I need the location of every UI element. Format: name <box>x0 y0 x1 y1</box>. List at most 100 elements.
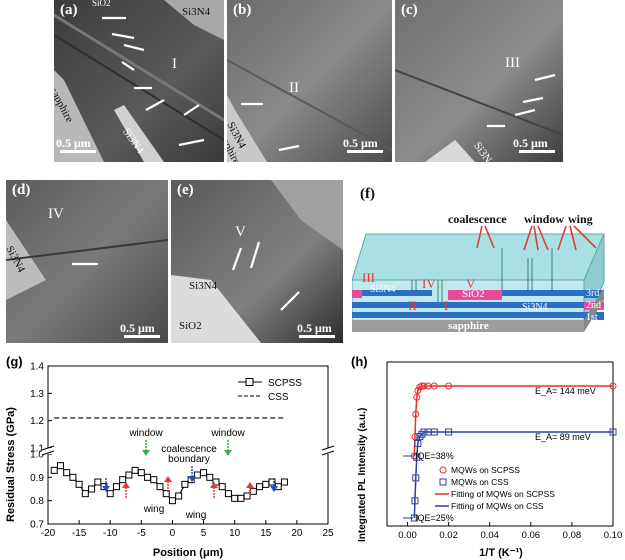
xtick-label-h: 0.04 <box>480 530 499 541</box>
callout-window: window <box>524 212 565 226</box>
legend-scpss-g: SCPSS <box>268 378 302 389</box>
xtick-label-g: 5 <box>201 528 207 539</box>
tem-panel-a: (a) SiO2 Si3N4 sapphire Si3N4 I 0.5 μm <box>54 0 224 162</box>
point-scpss <box>112 483 120 491</box>
chart-panel-g: 0.7 0.8 0.9 1.0 1.1 1.2 1.3 1.4 -20 -15 -10 -5 0 5 10… <box>0 352 340 560</box>
label-sio2-a: SiO2 <box>92 0 111 8</box>
annot-wing-mid: wing <box>185 510 207 521</box>
point-scpss <box>88 485 96 493</box>
callout-wing: wing <box>568 212 593 226</box>
legend-h: MQWs on SCPSS MQWs on CSS Fitting of MQW… <box>435 465 555 511</box>
xtick-label-h: 0.06 <box>522 530 541 541</box>
ytick-label-g: 0.9 <box>30 473 44 484</box>
point-scpss <box>224 490 232 498</box>
iqe-arrows <box>403 455 413 519</box>
xtick-label-h: 0.02 <box>439 530 458 541</box>
legend-fit-scpss-h: Fitting of MQWs on SCPSS <box>451 489 555 499</box>
chart-panel-h: 0.00 0.02 0.04 0.06 0.08 0.10 (h) Integrated … <box>345 352 623 560</box>
annot-window-right: window <box>210 428 245 439</box>
plot-frame-g <box>47 365 329 525</box>
level-2nd-f: 2nd <box>586 300 601 311</box>
point-scpss <box>131 466 139 474</box>
point-scpss <box>150 476 158 484</box>
scale-text-e: 0.5 μm <box>297 321 332 335</box>
xtick-label-g: -5 <box>137 528 146 539</box>
tem-panel-e: (e) V Si3N4 SiO2 0.5 μm <box>171 180 343 343</box>
xtick-label-g: -20 <box>41 528 56 539</box>
region-iii-f: III <box>362 270 375 285</box>
legend-css-g: CSS <box>268 392 289 403</box>
point-scpss <box>237 494 245 502</box>
plot-frame-h <box>386 361 614 527</box>
ytick-label-g: 1.1 <box>30 444 44 455</box>
tem-panel-d: (d) IV Si3N4 0.5 μm <box>6 180 168 343</box>
point-scpss-h <box>420 382 428 390</box>
tem-image-b <box>227 0 392 162</box>
scale-bar-e <box>299 335 335 338</box>
layer-si3n4-bottom-f: Si3N4 <box>522 302 548 313</box>
ytick-label-g: 1.0 <box>30 450 44 461</box>
annot-ea-144: E_A= 144 meV <box>535 386 596 396</box>
panel-label-b: (b) <box>233 2 252 18</box>
scale-bar-a <box>60 150 96 153</box>
region-label-b: II <box>289 80 299 96</box>
legend-scpss-h: MQWs on SCPSS <box>451 465 520 475</box>
tem-image-e <box>171 180 343 343</box>
point-css-h <box>430 428 438 436</box>
tem-image-a <box>54 0 224 162</box>
annot-iqe-25: IQE=25% <box>415 513 454 523</box>
level-1st-f: 1st <box>586 312 598 323</box>
region-label-a: I <box>172 56 177 72</box>
legend-fit-css-h: Fitting of MQWs on CSS <box>451 501 544 511</box>
point-scpss <box>50 466 58 474</box>
xtick-label-h: 0.00 <box>398 530 417 541</box>
point-scpss <box>137 469 145 477</box>
point-scpss-h <box>430 382 438 390</box>
axis-break-g <box>41 445 335 456</box>
schematic-panel-f: (f) coalescence window wing III IV V I I… <box>352 178 622 346</box>
scale-text-b: 0.5 μm <box>343 136 378 150</box>
scale-bar-d <box>124 335 160 338</box>
panel-label-c: (c) <box>401 2 418 18</box>
point-scpss <box>175 492 183 500</box>
scale-text-a: 0.5 μm <box>56 136 91 150</box>
label-sio2-e: SiO2 <box>179 320 202 332</box>
point-scpss-h <box>414 387 422 395</box>
scale-bar-b <box>347 150 383 153</box>
level-3rd-f: 3rd <box>586 288 600 299</box>
point-scpss <box>75 480 83 488</box>
point-css-h <box>413 453 421 461</box>
point-scpss <box>56 462 64 470</box>
tem-panel-c: (c) III Si3N4 0.5 μm <box>395 0 563 162</box>
region-label-e: V <box>235 224 246 240</box>
annot-iqe-38: IQE=38% <box>415 451 454 461</box>
annot-ea-89: E_A= 89 meV <box>535 432 591 442</box>
point-scpss <box>156 483 164 491</box>
scale-bar-c <box>519 150 555 153</box>
ylabel-h: Integrated PL Intensity (a.u.) <box>357 408 368 542</box>
point-scpss-h <box>445 382 453 390</box>
xlabel-g: Position (μm) <box>153 547 224 559</box>
point-scpss <box>94 478 102 486</box>
point-scpss <box>280 478 288 486</box>
point-css-h <box>445 428 453 436</box>
point-scpss <box>144 473 152 481</box>
tem-panel-b: (b) II Si3N4 sapphire 0.5 μm <box>227 0 392 162</box>
xtick-label-g: -10 <box>103 528 118 539</box>
panel-label-h: (h) <box>351 354 368 369</box>
ytick-label-g: 0.7 <box>30 520 44 531</box>
point-scpss <box>125 471 133 479</box>
layer-sapphire-f: sapphire <box>448 320 489 332</box>
region-label-d: IV <box>48 206 64 222</box>
annot-arrows-g <box>102 440 278 498</box>
xtick-label-g: 25 <box>322 528 334 539</box>
xtick-label-g: 10 <box>229 528 241 539</box>
point-scpss-h <box>413 393 421 401</box>
region-v-f: V <box>466 276 476 291</box>
point-css-h <box>420 428 428 436</box>
callout-coalescence: coalescence <box>448 212 507 226</box>
xlabel-h: 1/T (K⁻¹) <box>479 547 523 559</box>
legend-g: SCPSS CSS <box>238 378 302 403</box>
schematic-image-f <box>352 225 605 332</box>
label-si3n4-a-top: Si3N4 <box>182 6 211 18</box>
